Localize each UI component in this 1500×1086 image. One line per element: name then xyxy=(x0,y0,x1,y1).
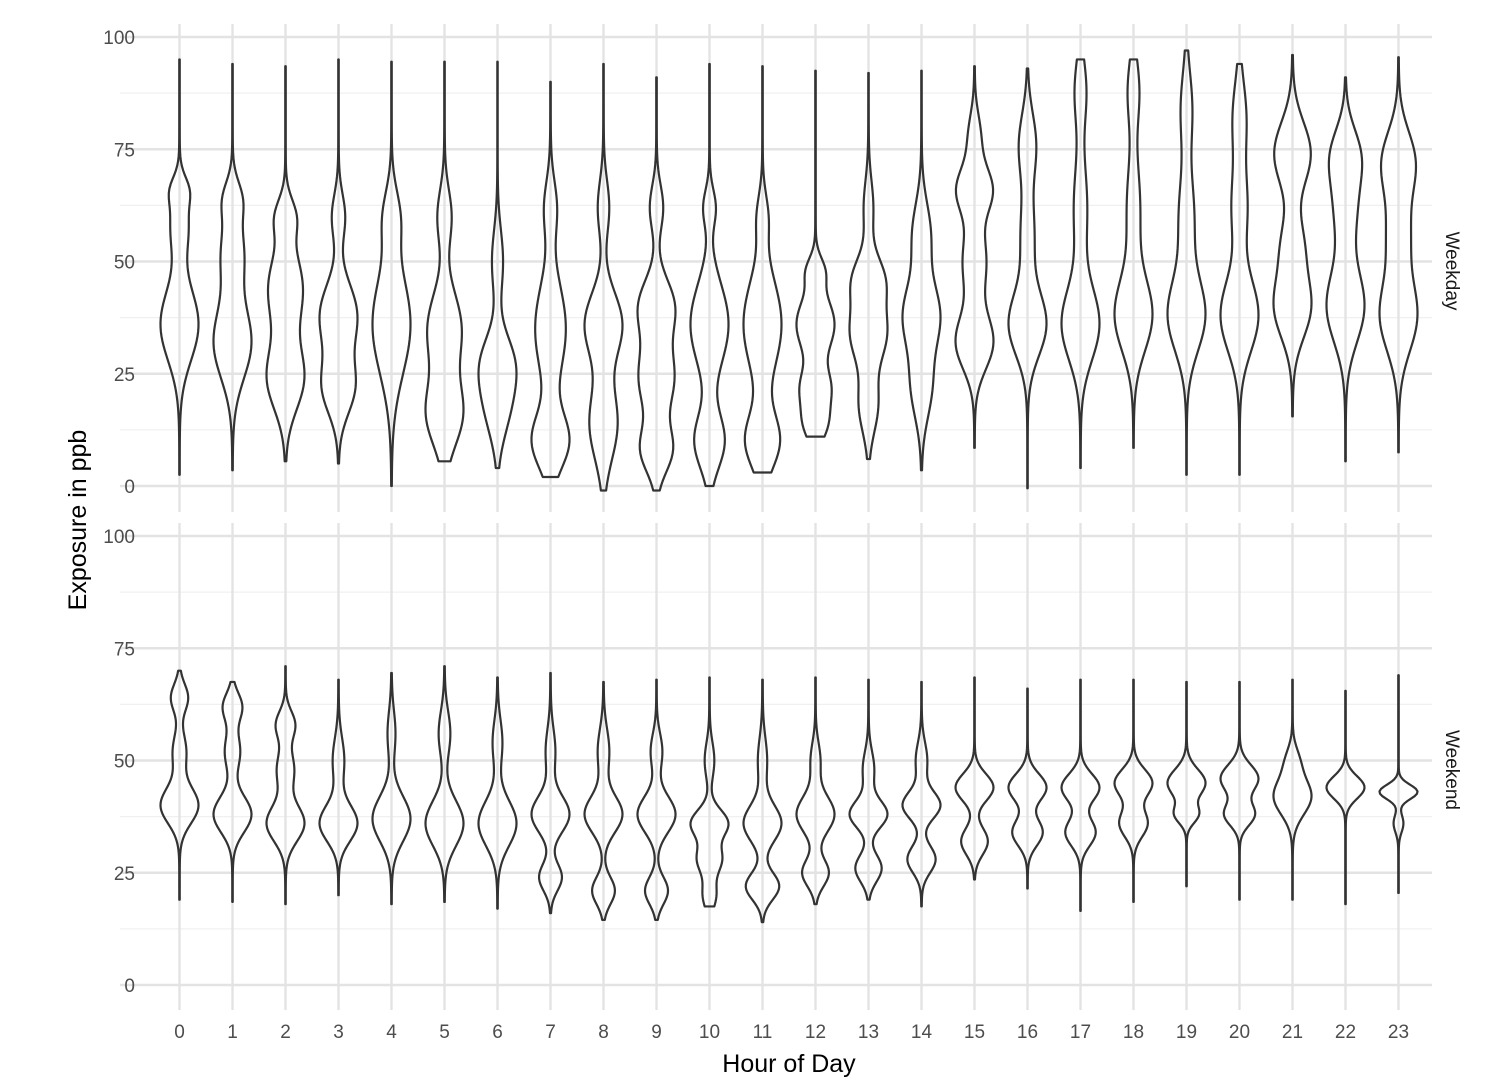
x-tick-label: 19 xyxy=(1176,1022,1197,1043)
x-tick-label: 10 xyxy=(699,1022,720,1043)
violin-weekday-hour-12 xyxy=(795,69,836,438)
y-tick-label: 25 xyxy=(114,864,135,885)
facet-strip-label: Weekend xyxy=(1441,730,1462,810)
violin-weekday-hour-8 xyxy=(583,62,624,492)
x-tick-label: 23 xyxy=(1388,1022,1409,1043)
violin-weekday-hour-16 xyxy=(1007,67,1048,490)
x-tick-label: 15 xyxy=(964,1022,985,1043)
violin-weekday-hour-21 xyxy=(1272,53,1313,418)
x-tick-label: 17 xyxy=(1070,1022,1091,1043)
y-tick-label: 50 xyxy=(114,752,135,773)
violin-weekday-hour-3 xyxy=(318,58,359,465)
violin-weekend-hour-7 xyxy=(530,671,571,915)
violin-weekend-hour-19 xyxy=(1166,680,1207,888)
y-tick-label: 50 xyxy=(114,253,135,274)
violin-weekend-hour-21 xyxy=(1272,678,1313,901)
x-tick-label: 18 xyxy=(1123,1022,1144,1043)
violin-weekend-hour-6 xyxy=(477,676,518,910)
x-tick-label: 5 xyxy=(439,1022,450,1043)
violin-weekday-hour-6 xyxy=(477,60,518,470)
violin-weekday-hour-18 xyxy=(1113,58,1154,449)
x-tick-label: 6 xyxy=(492,1022,503,1043)
violin-weekend-hour-13 xyxy=(848,678,889,901)
violin-weekend-hour-14 xyxy=(901,680,942,908)
x-tick-label: 13 xyxy=(858,1022,879,1043)
violin-weekday-hour-4 xyxy=(371,60,412,488)
violin-weekend-hour-18 xyxy=(1113,678,1154,904)
violin-weekend-hour-2 xyxy=(265,665,306,906)
y-tick-label: 75 xyxy=(114,639,135,660)
violin-weekday-hour-15 xyxy=(954,65,995,449)
violin-weekend-hour-5 xyxy=(424,665,465,904)
x-axis-label: Hour of Day xyxy=(722,1050,856,1078)
violin-weekend-hour-20 xyxy=(1219,680,1260,901)
x-tick-label: 16 xyxy=(1017,1022,1038,1043)
y-tick-label: 25 xyxy=(114,365,135,386)
x-tick-label: 22 xyxy=(1335,1022,1356,1043)
violin-weekend-hour-23 xyxy=(1378,674,1419,895)
x-tick-label: 1 xyxy=(227,1022,238,1043)
y-tick-label: 100 xyxy=(103,527,135,548)
violin-weekday-hour-13 xyxy=(848,71,889,461)
violin-weekday-hour-20 xyxy=(1219,62,1260,476)
y-tick-label: 75 xyxy=(114,140,135,161)
x-tick-label: 0 xyxy=(174,1022,185,1043)
x-tick-label: 12 xyxy=(805,1022,826,1043)
x-tick-label: 4 xyxy=(386,1022,397,1043)
x-tick-label: 14 xyxy=(911,1022,933,1043)
violin-weekday-hour-23 xyxy=(1378,56,1419,454)
violin-weekend-hour-16 xyxy=(1007,687,1048,890)
facet-strip-label: Weekday xyxy=(1441,232,1462,311)
x-tick-label: 7 xyxy=(545,1022,556,1043)
x-tick-label: 8 xyxy=(598,1022,609,1043)
violin-layer xyxy=(159,49,1419,924)
violin-weekday-hour-0 xyxy=(159,58,200,476)
y-tick-label: 100 xyxy=(103,28,135,49)
y-tick-label: 0 xyxy=(124,976,135,997)
y-tick-label: 0 xyxy=(124,477,135,498)
violin-weekday-hour-22 xyxy=(1325,76,1366,463)
violin-weekend-hour-10 xyxy=(689,676,730,908)
violin-weekend-hour-9 xyxy=(636,678,677,921)
violin-weekend-hour-3 xyxy=(318,678,359,897)
violin-weekend-hour-15 xyxy=(954,676,995,881)
violin-weekday-hour-9 xyxy=(636,76,677,492)
violin-weekend-hour-22 xyxy=(1325,689,1366,906)
y-axis-label: Exposure in ppb xyxy=(64,430,92,611)
x-tick-label: 11 xyxy=(753,1022,773,1043)
violin-weekday-hour-7 xyxy=(530,80,571,479)
violin-weekday-hour-11 xyxy=(742,65,783,474)
violin-weekday-hour-10 xyxy=(689,62,730,488)
violin-weekday-hour-2 xyxy=(265,65,306,463)
x-tick-label: 21 xyxy=(1282,1022,1303,1043)
violin-weekday-hour-17 xyxy=(1060,58,1101,470)
violin-weekend-hour-8 xyxy=(583,680,624,921)
violin-weekend-hour-1 xyxy=(212,680,253,904)
x-tick-label: 2 xyxy=(280,1022,291,1043)
x-tick-label: 20 xyxy=(1229,1022,1250,1043)
violin-weekend-hour-17 xyxy=(1060,678,1101,913)
grid-layer xyxy=(120,24,1432,1010)
violin-weekend-hour-11 xyxy=(742,678,783,924)
violin-weekend-hour-4 xyxy=(371,671,412,906)
violin-weekday-hour-1 xyxy=(212,62,253,472)
x-tick-label: 3 xyxy=(333,1022,344,1043)
violin-weekend-hour-12 xyxy=(795,676,836,906)
violin-weekday-hour-19 xyxy=(1166,49,1207,476)
violin-weekday-hour-5 xyxy=(424,60,465,463)
violin-weekend-hour-0 xyxy=(159,669,200,901)
x-tick-label: 9 xyxy=(651,1022,662,1043)
violin-weekday-hour-14 xyxy=(901,69,942,472)
